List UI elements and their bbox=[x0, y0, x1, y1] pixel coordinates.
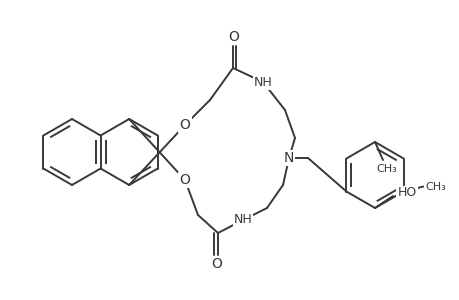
Text: HO: HO bbox=[397, 187, 416, 200]
Text: O: O bbox=[179, 173, 190, 187]
Text: O: O bbox=[211, 257, 222, 271]
Text: CH₃: CH₃ bbox=[376, 164, 397, 174]
Text: O: O bbox=[228, 30, 239, 44]
Text: NH: NH bbox=[233, 214, 252, 226]
Text: NH: NH bbox=[253, 76, 272, 88]
Text: O: O bbox=[179, 118, 190, 132]
Text: N: N bbox=[283, 151, 294, 165]
Text: CH₃: CH₃ bbox=[424, 182, 445, 191]
